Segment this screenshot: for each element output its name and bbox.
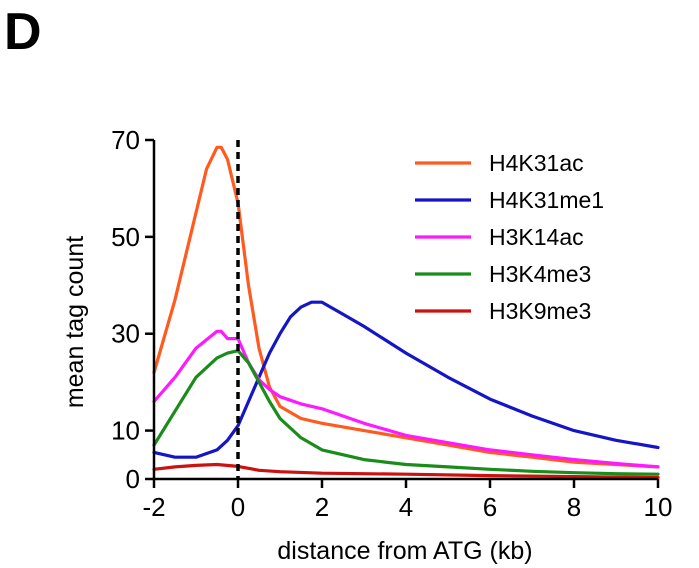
series-line-h3k14ac [152, 329, 660, 469]
x-tick-label: -2 [142, 492, 165, 522]
y-tick-label: 50 [111, 222, 140, 252]
x-tick-label: 0 [231, 492, 245, 522]
x-tick-label: 10 [644, 492, 673, 522]
legend-label: H4K31me1 [489, 187, 604, 213]
legend: H4K31ac H4K31me1 H3K14ac H3K4me3 H3K9me3 [415, 150, 604, 324]
y-axis-title: mean tag count [61, 236, 89, 408]
legend-label: H3K14ac [489, 224, 584, 250]
y-tick-label: 10 [111, 416, 140, 446]
series-line-h3k4me3 [152, 349, 660, 476]
x-axis-title: distance from ATG (kb) [277, 537, 532, 565]
y-tick-label: 70 [111, 125, 140, 155]
x-tick-label: 8 [567, 492, 581, 522]
plot-lines [152, 140, 660, 480]
x-tick-label: 6 [483, 492, 497, 522]
series-line-h3k9me3 [152, 462, 660, 480]
legend-label: H3K4me3 [489, 261, 591, 287]
panel-label: D [4, 3, 42, 61]
y-tick-label: 30 [111, 319, 140, 349]
legend-label: H3K9me3 [489, 298, 591, 324]
series-line-h4k31me1 [152, 300, 660, 459]
x-tick-label: 4 [399, 492, 413, 522]
y-tick-label: 0 [126, 464, 140, 494]
series-line-h4k31ac [152, 145, 660, 469]
x-tick-label: 2 [315, 492, 329, 522]
legend-label: H4K31ac [489, 150, 584, 176]
